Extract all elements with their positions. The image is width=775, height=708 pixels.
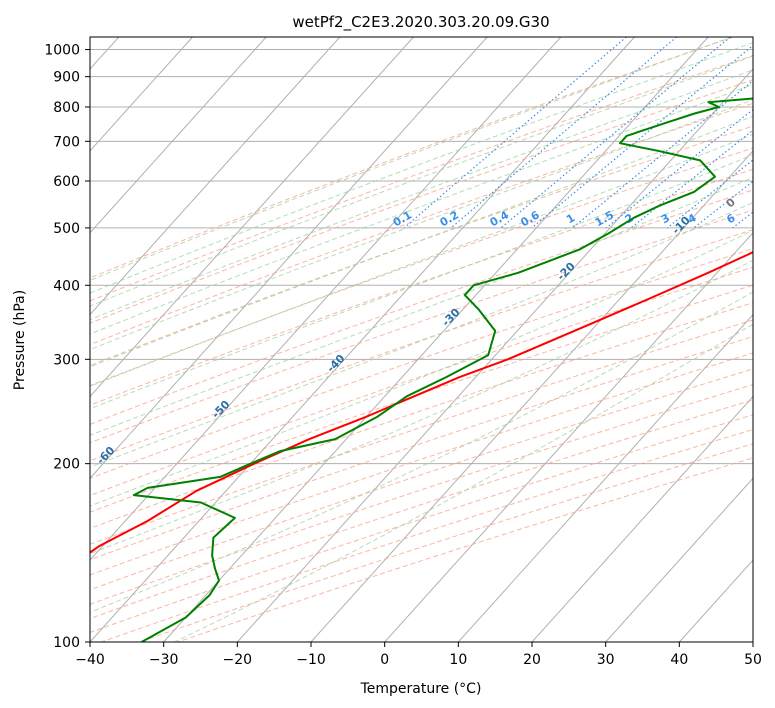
dry-adiabat <box>90 168 753 406</box>
x-tick-label: 50 <box>744 652 762 668</box>
dry-adiabat <box>90 399 753 620</box>
mixing-ratio-label: 1.5 <box>593 208 616 229</box>
dry-adiabat <box>90 209 753 444</box>
y-tick-label: 900 <box>53 70 80 86</box>
isotherm-gridline <box>384 231 753 642</box>
moist-adiabat <box>90 291 753 613</box>
moist-adiabat <box>90 115 753 368</box>
mixing-ratio-label: 3 <box>659 211 672 226</box>
y-tick-label: 400 <box>53 278 80 294</box>
x-tick-label: 10 <box>449 652 467 668</box>
dry-adiabat <box>90 302 753 529</box>
dry-adiabat <box>90 79 753 324</box>
isotherm-gridline <box>457 313 753 642</box>
dry-adiabat <box>90 266 753 496</box>
dry-adiabat <box>90 229 753 462</box>
dewpoint-profile-line <box>132 97 753 642</box>
x-tick-label: −10 <box>296 652 326 668</box>
isotherm-gridline <box>90 37 193 152</box>
mixing-ratio-line <box>403 37 627 229</box>
moist-adiabat <box>90 55 753 307</box>
y-axis: 100 200 300 400 500 600 700 800 900 1000 <box>44 43 90 651</box>
y-tick-label: 100 <box>53 635 80 651</box>
isotherm-gridline <box>90 37 562 561</box>
isotherm-gridline <box>90 37 488 480</box>
isotherm-gridline <box>678 559 753 642</box>
dry-adiabat <box>90 54 753 302</box>
y-tick-label: 1000 <box>44 43 80 59</box>
isotherm-gridline <box>90 37 267 234</box>
chart-title: wetPf2_C2E3.2020.303.20.09.G30 <box>292 13 549 32</box>
moist-adiabat <box>90 37 732 281</box>
y-axis-label: Pressure (hPa) <box>12 290 28 390</box>
y-tick-label: 300 <box>53 352 80 368</box>
x-axis: −40 −30 −20 −10 0 10 20 30 40 50 <box>75 642 762 668</box>
mixing-ratio-line <box>761 37 775 228</box>
x-tick-label: −40 <box>75 652 105 668</box>
moist-adiabat <box>90 41 753 294</box>
mixing-ratio-label: 1 <box>564 211 577 226</box>
background-lines <box>90 37 775 642</box>
data-series <box>90 97 753 642</box>
dry-adiabat-label: -40 <box>324 352 347 375</box>
moist-adiabat <box>174 323 753 642</box>
dry-adiabat <box>90 189 753 425</box>
moist-adiabat <box>90 176 753 436</box>
mixing-ratio-label: 0.4 <box>488 208 512 229</box>
isotherm-gridline <box>531 395 753 642</box>
y-tick-label: 600 <box>53 174 80 190</box>
mixing-ratio-line <box>605 108 753 229</box>
dry-adiabat-label: -50 <box>209 398 232 421</box>
x-tick-label: 30 <box>597 652 615 668</box>
isotherm-gridline <box>90 37 414 398</box>
mixing-ratio-line <box>732 211 753 229</box>
mixing-ratio-line <box>450 37 677 229</box>
isotherm-gridline <box>752 641 753 642</box>
moist-adiabat <box>90 99 753 351</box>
x-tick-label: −20 <box>223 652 253 668</box>
mixing-ratio-line <box>572 79 753 229</box>
adiabat-labels: 0.10.20.40.611.52346810131620253036-100-… <box>0 195 766 513</box>
dry-adiabat-label: -70 <box>0 490 3 513</box>
moist-adiabat <box>90 133 753 387</box>
moist-adiabat <box>90 259 753 555</box>
moist-adiabat-label: 0 <box>724 195 738 210</box>
x-tick-label: 40 <box>670 652 688 668</box>
mixing-ratio-line <box>630 129 753 229</box>
moist-adiabat <box>90 83 753 335</box>
y-tick-label: 500 <box>53 221 80 237</box>
isotherm-gridline <box>90 37 341 316</box>
y-tick-label: 200 <box>53 457 80 473</box>
y-tick-label: 700 <box>53 134 80 150</box>
temperature-profile-line <box>90 251 753 554</box>
x-tick-label: −30 <box>149 652 179 668</box>
moist-adiabat <box>90 69 753 321</box>
dry-adiabat <box>90 414 753 633</box>
mixing-ratio-label: 0.6 <box>518 208 542 229</box>
mixing-ratio-line <box>666 159 753 229</box>
mixing-ratio-label: 6 <box>724 211 737 226</box>
x-tick-label: 20 <box>523 652 541 668</box>
moist-adiabat <box>90 154 753 410</box>
mixing-ratio-line <box>500 37 731 229</box>
dry-adiabat <box>90 319 753 545</box>
dry-adiabat <box>101 428 753 642</box>
plot-frame <box>89 36 754 643</box>
mixing-ratio-line <box>531 44 753 229</box>
mixing-ratio-label: 8 <box>753 211 766 226</box>
isotherm-gridline <box>310 150 753 642</box>
dry-adiabat <box>90 125 753 367</box>
x-axis-label: Temperature (°C) <box>360 681 482 697</box>
isotherm-gridline <box>163 37 709 642</box>
mixing-ratio-line <box>693 180 753 229</box>
y-tick-label: 800 <box>53 100 80 116</box>
isotherm-gridline <box>90 37 635 642</box>
isotherm-gridline <box>605 477 753 642</box>
dry-adiabat <box>90 248 753 479</box>
isotherm-gridline <box>236 68 753 642</box>
dry-adiabat-label: -30 <box>439 306 462 329</box>
x-tick-label: 0 <box>380 652 389 668</box>
